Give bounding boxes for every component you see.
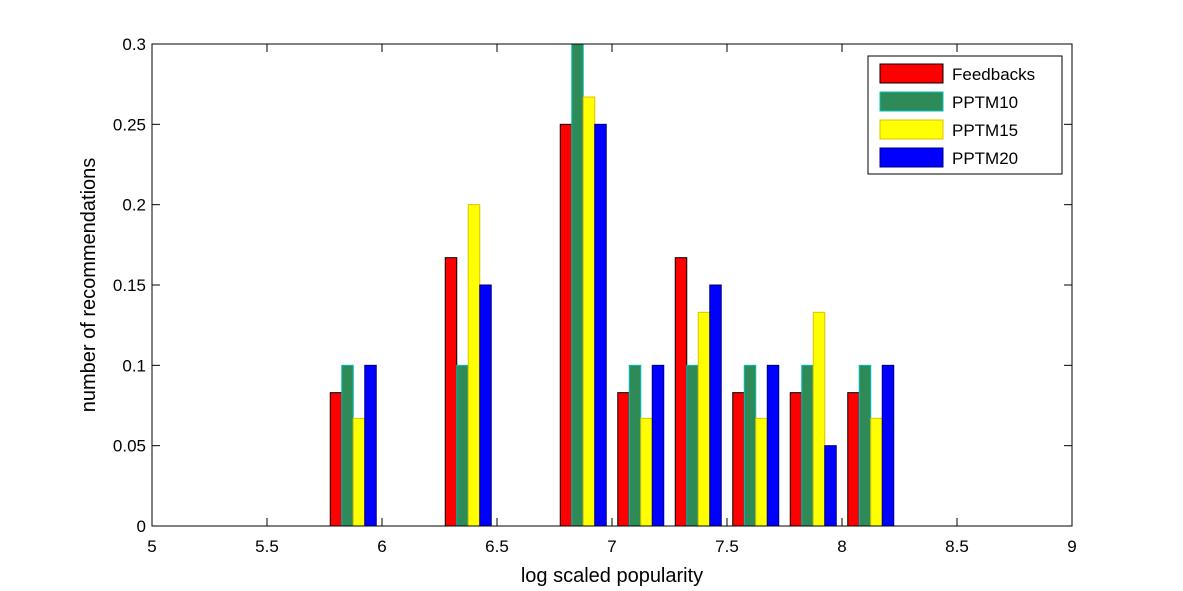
bar-feedbacks-9	[674, 257, 688, 527]
bar-pptm10-5	[456, 364, 469, 527]
legend-label-pptm20: PPTM20	[952, 149, 1018, 168]
bar-pptm15-12	[870, 417, 883, 527]
bar-feedbacks-10	[732, 392, 745, 527]
x-tick-label: 8.5	[945, 537, 969, 556]
bar-pptm15-5	[467, 204, 481, 527]
bar-pptm10-8	[628, 364, 642, 527]
bar-pptm10-11	[801, 364, 814, 527]
bar-pptm15-10	[755, 417, 768, 527]
legend-label-feedbacks: Feedbacks	[952, 65, 1035, 84]
x-tick-label: 5	[147, 537, 156, 556]
bar-pptm15-3	[352, 417, 366, 527]
bar-pptm20-9	[709, 284, 722, 527]
y-tick-label: 0.1	[122, 356, 146, 375]
legend: Feedbacks PPTM10 PPTM15 PPTM20	[867, 55, 1063, 175]
bar-pptm10-10	[743, 364, 757, 527]
y-tick-label: 0	[137, 517, 146, 536]
bar-pptm20-12	[881, 364, 895, 527]
y-tick-label: 0.05	[113, 437, 146, 456]
x-axis-title: log scaled popularity	[521, 565, 703, 587]
x-tick-label: 5.5	[255, 537, 279, 556]
y-tick-label: 0.15	[113, 276, 146, 295]
bar-pptm20-5	[479, 284, 492, 527]
y-tick-label: 0.25	[113, 115, 146, 134]
bar-pptm15-8	[640, 417, 653, 527]
bar-feedbacks-3	[329, 392, 343, 527]
x-tick-label: 6.5	[485, 537, 509, 556]
bar-pptm10-9	[686, 364, 699, 527]
bar-pptm10-12	[858, 364, 872, 527]
bar-feedbacks-12	[847, 392, 860, 527]
x-tick-label: 8	[837, 537, 846, 556]
legend-swatch-pptm15	[879, 119, 944, 140]
bars-layer	[329, 43, 895, 527]
bar-pptm20-3	[364, 364, 377, 527]
bar-pptm10-7	[571, 43, 584, 527]
bar-pptm10-3	[341, 364, 354, 527]
y-axis-title: number of recommendations	[78, 158, 100, 413]
bar-feedbacks-11	[789, 392, 803, 527]
bar-pptm15-11	[812, 311, 826, 527]
x-tick-label: 6	[377, 537, 386, 556]
bar-pptm15-9	[697, 311, 711, 527]
y-tick-label: 0.2	[122, 196, 146, 215]
bar-feedbacks-5	[444, 257, 458, 527]
legend-swatch-pptm20	[879, 147, 944, 168]
legend-swatch-feedbacks	[879, 63, 944, 84]
x-tick-label: 7	[607, 537, 616, 556]
ticks-layer: 5 5.5 6 6.5 7 7.5 8 8.5 9 0 0.05 0.1 0.15 0.2 0.25 0.3	[113, 35, 1077, 556]
bar-pptm20-7	[594, 123, 607, 527]
bar-feedbacks-7	[559, 123, 573, 527]
legend-label-pptm10: PPTM10	[952, 93, 1018, 112]
legend-label-pptm15: PPTM15	[952, 121, 1018, 140]
x-tick-label: 7.5	[715, 537, 739, 556]
bar-pptm20-8	[651, 364, 665, 527]
bar-pptm20-11	[824, 445, 837, 527]
bar-pptm15-7	[582, 96, 596, 527]
x-tick-label: 9	[1067, 537, 1076, 556]
bar-feedbacks-8	[617, 392, 630, 527]
legend-swatch-pptm10	[879, 91, 944, 112]
bar-pptm20-10	[766, 364, 780, 527]
y-tick-label: 0.3	[122, 35, 146, 54]
